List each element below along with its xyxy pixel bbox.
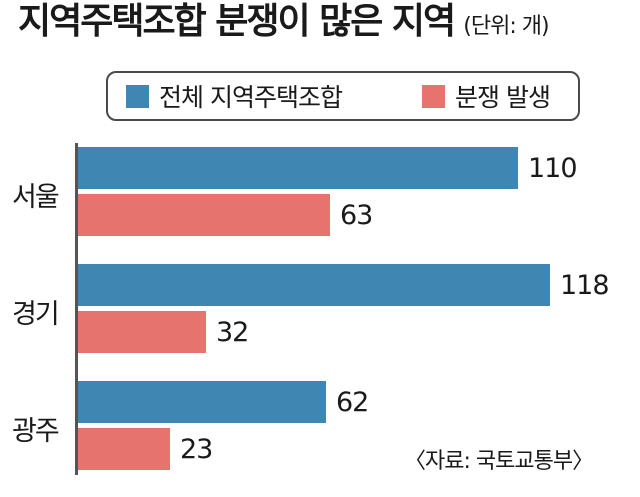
bar-total xyxy=(78,147,518,189)
category-axis-line xyxy=(75,143,78,475)
bar-dispute xyxy=(78,311,206,353)
bar-total xyxy=(78,264,550,306)
value-label-total: 110 xyxy=(528,153,578,184)
chart-title: 지역주택조합 분쟁이 많은 지역 xyxy=(18,1,456,42)
legend-swatch-dispute xyxy=(422,84,445,108)
bar-total xyxy=(78,381,326,423)
value-label-dispute: 32 xyxy=(216,317,249,348)
legend-label-dispute: 분쟁 발생 xyxy=(455,83,551,112)
legend-label-total: 전체 지역주택조합 xyxy=(159,83,343,112)
category-label: 광주 xyxy=(12,416,60,447)
source-note: 〈자료: 국토교통부〉 xyxy=(404,449,594,474)
value-label-total: 118 xyxy=(560,270,610,301)
legend-swatch-total xyxy=(126,84,149,108)
value-label-dispute: 63 xyxy=(340,200,373,231)
legend-item-total: 전체 지역주택조합 xyxy=(126,73,343,119)
chart-title-block: 지역주택조합 분쟁이 많은 지역 (단위: 개) xyxy=(18,1,550,42)
bar-dispute xyxy=(78,194,330,236)
unit-label: (단위: 개) xyxy=(463,14,549,39)
legend-item-dispute: 분쟁 발생 xyxy=(422,73,551,119)
bar-dispute xyxy=(78,428,170,470)
category-label: 경기 xyxy=(12,299,60,330)
value-label-dispute: 23 xyxy=(180,434,213,465)
value-label-total: 62 xyxy=(336,387,369,418)
category-label: 서울 xyxy=(12,182,60,213)
legend: 전체 지역주택조합 분쟁 발생 xyxy=(106,71,580,121)
